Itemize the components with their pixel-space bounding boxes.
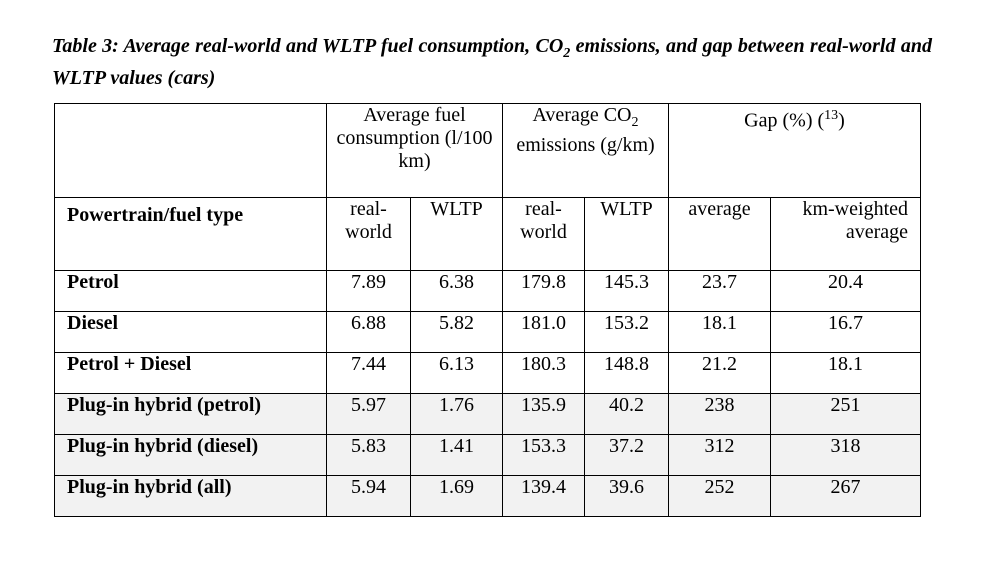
cell-fuel-real: 7.89 (326, 270, 411, 312)
table-row: Plug-in hybrid (diesel) 5.83 1.41 153.3 … (54, 434, 921, 476)
header-empty-cell (54, 103, 327, 198)
cell-co2-real: 135.9 (502, 393, 585, 435)
group-header-row: Average fuel consumption (l/100 km) Aver… (54, 103, 921, 198)
cell-gap-average: 238 (668, 393, 771, 435)
cell-co2-real: 181.0 (502, 311, 585, 353)
cell-gap-average: 21.2 (668, 352, 771, 394)
row-label: Plug-in hybrid (petrol) (54, 393, 327, 435)
table-row: Petrol + Diesel 7.44 6.13 180.3 148.8 21… (54, 352, 921, 394)
caption-suffix: emissions, and gap between real-world an… (52, 35, 932, 89)
cell-gap-average: 312 (668, 434, 771, 476)
row-label: Petrol + Diesel (54, 352, 327, 394)
cell-co2-real: 139.4 (502, 475, 585, 517)
cell-co2-wltp: 40.2 (584, 393, 669, 435)
header-co2-suffix: emissions (g/km) (516, 134, 655, 156)
cell-fuel-real: 7.44 (326, 352, 411, 394)
header-co2-wltp: WLTP (584, 197, 669, 271)
table-row: Plug-in hybrid (petrol) 5.97 1.76 135.9 … (54, 393, 921, 435)
cell-fuel-wltp: 5.82 (410, 311, 503, 353)
row-label: Diesel (54, 311, 327, 353)
cell-fuel-wltp: 1.76 (410, 393, 503, 435)
cell-gap-km-weighted: 267 (770, 475, 921, 517)
table-caption: Table 3: Average real-world and WLTP fue… (52, 34, 932, 90)
header-co2-subscript: 2 (631, 115, 639, 130)
header-fuel-consumption: Average fuel consumption (l/100 km) (326, 103, 503, 198)
cell-gap-km-weighted: 251 (770, 393, 921, 435)
cell-gap-km-weighted: 18.1 (770, 352, 921, 394)
header-gap-average: average (668, 197, 771, 271)
header-fuel-real-world: real-world (326, 197, 411, 271)
cell-fuel-real: 5.94 (326, 475, 411, 517)
cell-gap-km-weighted: 16.7 (770, 311, 921, 353)
header-co2-real-world: real-world (502, 197, 585, 271)
cell-fuel-real: 5.97 (326, 393, 411, 435)
header-gap-km-weighted: km-weighted average (770, 197, 921, 271)
row-label: Petrol (54, 270, 327, 312)
table-row: Diesel 6.88 5.82 181.0 153.2 18.1 16.7 (54, 311, 921, 353)
cell-gap-average: 252 (668, 475, 771, 517)
table-row: Plug-in hybrid (all) 5.94 1.69 139.4 39.… (54, 475, 921, 517)
header-powertrain: Powertrain/fuel type (54, 197, 327, 271)
cell-fuel-wltp: 6.38 (410, 270, 503, 312)
row-label: Plug-in hybrid (all) (54, 475, 327, 517)
cell-fuel-wltp: 1.41 (410, 434, 503, 476)
cell-gap-km-weighted: 20.4 (770, 270, 921, 312)
caption-subscript: 2 (563, 46, 571, 61)
header-co2-prefix: Average CO (532, 104, 632, 126)
cell-co2-real: 153.3 (502, 434, 585, 476)
cell-co2-wltp: 153.2 (584, 311, 669, 353)
header-gap-superscript: 13 (824, 108, 839, 123)
cell-co2-real: 179.8 (502, 270, 585, 312)
cell-fuel-wltp: 6.13 (410, 352, 503, 394)
cell-gap-average: 23.7 (668, 270, 771, 312)
row-label: Plug-in hybrid (diesel) (54, 434, 327, 476)
cell-gap-average: 18.1 (668, 311, 771, 353)
cell-fuel-real: 6.88 (326, 311, 411, 353)
caption-prefix: Table 3: Average real-world and WLTP fue… (52, 35, 564, 57)
cell-co2-wltp: 145.3 (584, 270, 669, 312)
cell-fuel-wltp: 1.69 (410, 475, 503, 517)
header-co2-emissions: Average CO2 emissions (g/km) (502, 103, 669, 198)
cell-co2-wltp: 148.8 (584, 352, 669, 394)
cell-gap-km-weighted: 318 (770, 434, 921, 476)
header-fuel-wltp: WLTP (410, 197, 503, 271)
cell-co2-real: 180.3 (502, 352, 585, 394)
header-gap-prefix: Gap (%) ( (744, 109, 825, 132)
cell-co2-wltp: 39.6 (584, 475, 669, 517)
cell-co2-wltp: 37.2 (584, 434, 669, 476)
header-gap: Gap (%) (13) (668, 103, 921, 198)
sub-header-row: Powertrain/fuel type real-world WLTP rea… (54, 197, 921, 271)
cell-fuel-real: 5.83 (326, 434, 411, 476)
emissions-table: Average fuel consumption (l/100 km) Aver… (54, 103, 921, 517)
header-gap-suffix: ) (838, 109, 845, 132)
table-row: Petrol 7.89 6.38 179.8 145.3 23.7 20.4 (54, 270, 921, 312)
